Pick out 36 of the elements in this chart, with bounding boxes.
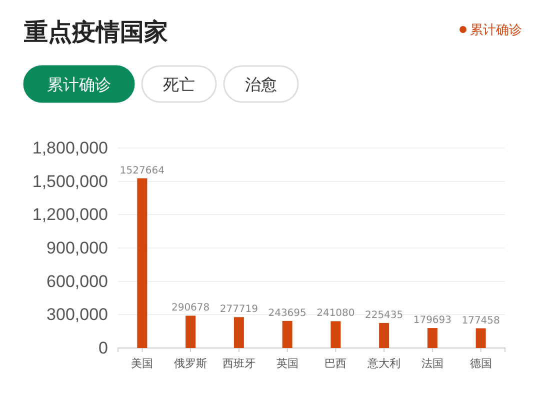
data-label: 277719 <box>220 304 258 316</box>
x-tick-label: 巴西 <box>324 358 347 370</box>
bar <box>186 316 196 348</box>
y-tick-label: 1,500,000 <box>32 172 108 191</box>
tab-button: 治愈 <box>223 65 299 103</box>
y-tick-label: 1,200,000 <box>32 205 108 224</box>
bar <box>137 178 148 348</box>
data-label: 243695 <box>268 308 306 319</box>
y-tick-label: 1,800,000 <box>32 138 108 158</box>
data-label: 290678 <box>171 302 210 314</box>
tab-button: 累计确诊 <box>23 65 135 103</box>
tab-button: 死亡 <box>141 65 217 103</box>
y-tick-label: 0 <box>98 338 108 358</box>
x-tick-label: 西班牙 <box>222 357 256 370</box>
bar <box>330 321 341 348</box>
x-tick-label: 俄罗斯 <box>174 357 208 370</box>
x-tick-label: 英国 <box>276 357 298 370</box>
x-tick-label: 意大利 <box>366 357 401 370</box>
legend-label: 累计确诊 <box>470 23 522 38</box>
y-tick-label: 300,000 <box>46 305 108 324</box>
data-label: 1527664 <box>120 165 164 176</box>
bar <box>427 328 438 348</box>
x-tick-label: 法国 <box>421 357 444 370</box>
data-label: 241080 <box>316 308 355 320</box>
data-label: 225435 <box>364 310 404 321</box>
x-tick-label: 美国 <box>131 357 154 370</box>
y-tick-label: 900,000 <box>46 238 108 258</box>
bar <box>234 317 244 348</box>
y-tick-label: 600,000 <box>46 272 108 291</box>
data-label: 177458 <box>462 315 500 326</box>
bar <box>379 322 390 348</box>
chart-title: 重点疫情国家 <box>23 18 168 46</box>
x-tick-label: 德国 <box>470 358 492 370</box>
bar <box>282 320 292 348</box>
data-label: 179693 <box>413 315 452 326</box>
bar <box>476 328 486 348</box>
